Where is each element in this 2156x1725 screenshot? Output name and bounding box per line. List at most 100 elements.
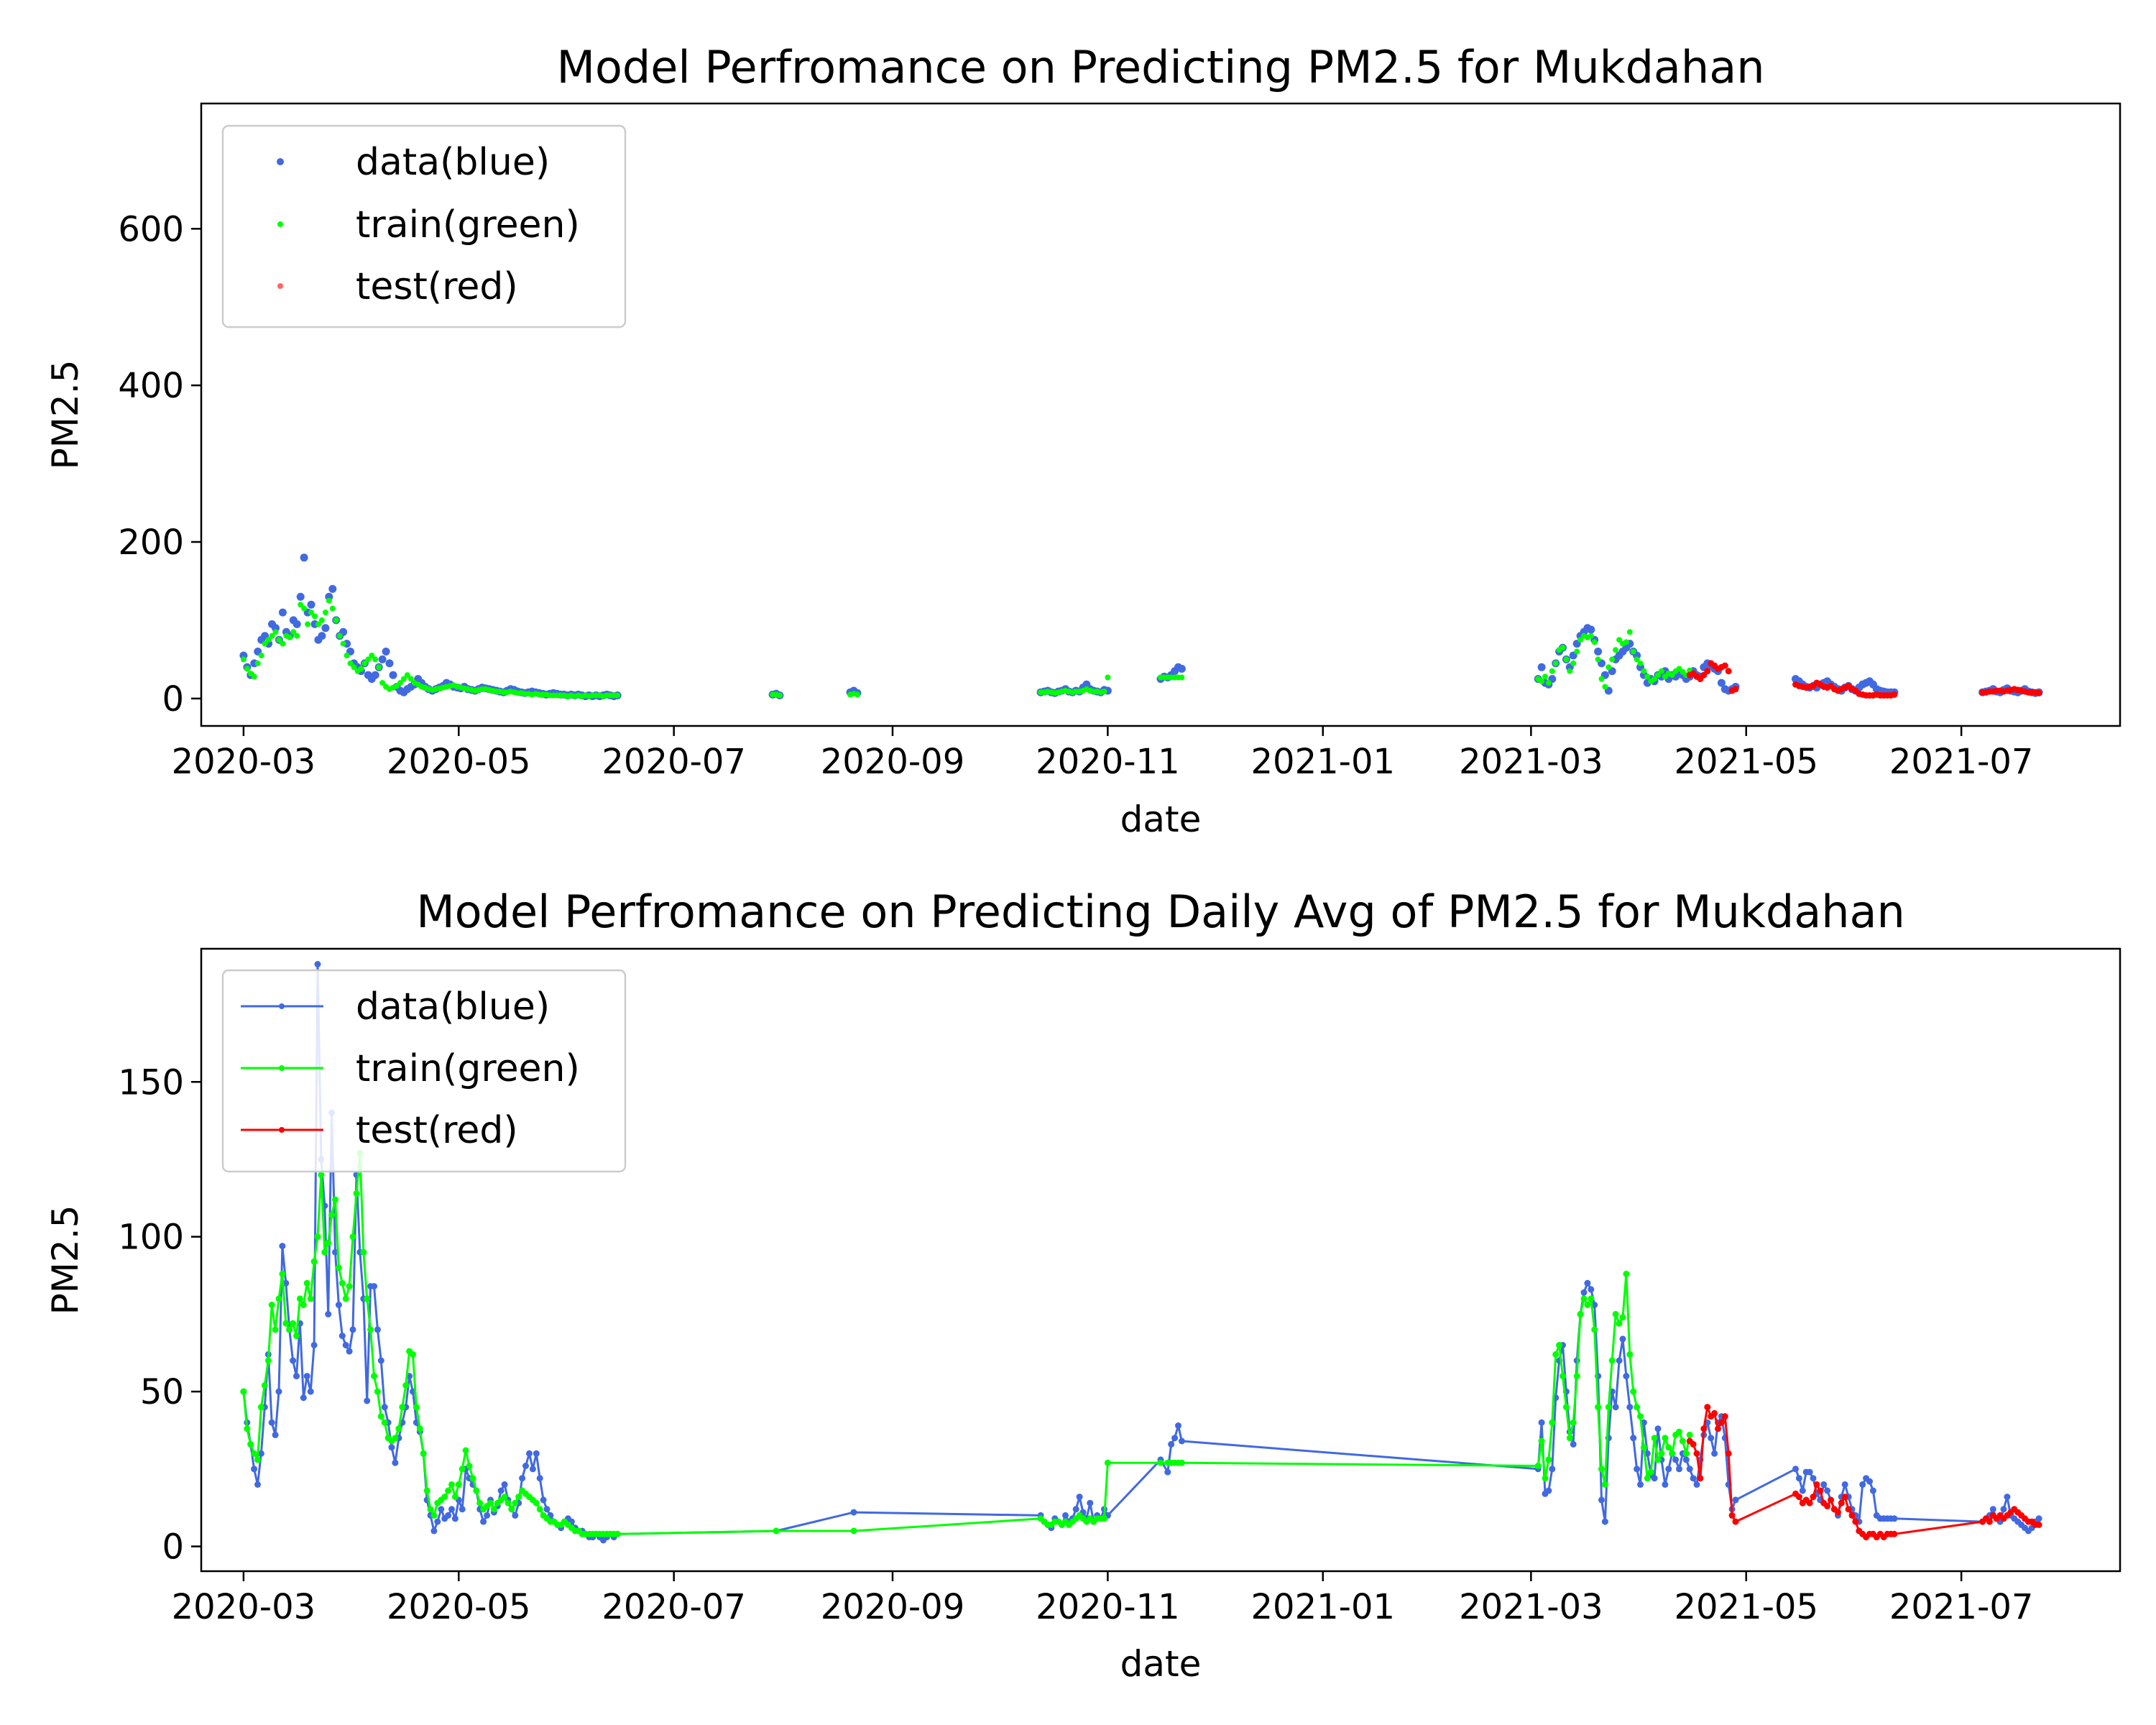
top-x-tick-label: 2021-01 [1250, 742, 1395, 782]
top-point-train [254, 660, 261, 666]
top-legend: data(blue) train(green) test(red) [221, 124, 627, 328]
bottom-point-data [1859, 1481, 1866, 1488]
bottom-point-data [377, 1357, 384, 1364]
bottom-point-data [1686, 1466, 1693, 1473]
bottom-point-test [1817, 1487, 1824, 1494]
top-point-train [1655, 672, 1661, 678]
bottom-point-train [293, 1333, 300, 1340]
bottom-point-data [346, 1348, 353, 1355]
bottom-legend-marker-test [279, 1127, 285, 1133]
top-point-test [1704, 668, 1711, 675]
bottom-point-data [434, 1518, 441, 1525]
bottom-point-data [314, 961, 321, 967]
bottom-point-data [445, 1512, 452, 1519]
bottom-y-tick-label: 50 [140, 1372, 184, 1412]
top-point-train [298, 602, 304, 608]
top-point-train [358, 666, 364, 672]
bottom-point-data [533, 1450, 540, 1457]
top-point-data [1537, 663, 1546, 671]
top-point-train [1552, 660, 1559, 666]
bottom-point-train [272, 1326, 279, 1333]
bottom-x-tick-label: 2021-05 [1674, 1587, 1818, 1627]
top-point-train [1630, 648, 1636, 655]
bottom-point-train [1686, 1431, 1693, 1438]
top-point-train [276, 637, 282, 643]
bottom-point-data [310, 1342, 318, 1348]
bottom-point-data [1665, 1466, 1672, 1473]
bottom-point-train [268, 1302, 275, 1308]
bottom-point-data [1616, 1357, 1623, 1364]
bottom-point-train [254, 1456, 261, 1463]
bottom-point-data [381, 1404, 388, 1411]
top-point-train [272, 629, 279, 635]
bottom-point-train [1616, 1320, 1623, 1327]
bottom-point-train [1658, 1450, 1665, 1457]
bottom-point-data [1693, 1481, 1700, 1488]
bottom-point-train [300, 1302, 307, 1308]
top-point-train [240, 656, 247, 663]
top-point-train [1606, 664, 1612, 671]
bottom-point-test [2035, 1521, 2042, 1528]
bottom-point-data [300, 1394, 307, 1402]
top-point-train [265, 637, 272, 643]
top-point-train [1669, 672, 1675, 678]
bottom-point-train [353, 1190, 360, 1197]
top-point-test [2035, 689, 2042, 696]
bottom-point-data [1623, 1373, 1630, 1380]
bottom-point-train [1637, 1413, 1644, 1420]
top-x-tick-label: 2020-05 [387, 742, 531, 782]
top-point-train [1602, 684, 1608, 690]
bottom-point-data [459, 1506, 466, 1513]
bottom-point-train [1608, 1357, 1616, 1364]
bottom-point-train [1577, 1310, 1584, 1317]
bottom-point-train [614, 1530, 621, 1537]
top-point-train [251, 673, 257, 680]
top-point-train [318, 617, 325, 623]
bottom-point-train [247, 1440, 254, 1448]
bottom-point-train [410, 1351, 416, 1358]
bottom-point-train [377, 1413, 384, 1420]
bottom-point-data [257, 1450, 264, 1457]
top-y-tick-label: 600 [118, 209, 184, 249]
top-series-train [240, 597, 1693, 699]
top-point-train [379, 680, 386, 686]
bottom-point-train [381, 1419, 388, 1426]
bottom-point-train [374, 1388, 381, 1395]
top-point-data [385, 659, 394, 668]
bottom-point-data [1598, 1496, 1605, 1504]
bottom-point-train [392, 1435, 399, 1442]
bottom-point-test [1852, 1518, 1859, 1525]
bottom-point-train [1676, 1428, 1682, 1435]
bottom-point-data [392, 1459, 399, 1466]
bottom-point-train [473, 1487, 480, 1494]
bottom-x-tick-label: 2021-03 [1459, 1587, 1603, 1627]
bottom-point-data [307, 1388, 314, 1395]
bottom-y-axis-label: PM2.5 [45, 1205, 86, 1315]
bottom-point-data [1626, 1404, 1634, 1411]
bottom-point-data [540, 1496, 547, 1504]
bottom-point-data [268, 1419, 275, 1426]
bottom-x-tick-label: 2020-03 [172, 1587, 316, 1627]
bottom-point-test [1704, 1404, 1711, 1411]
bottom-point-train [515, 1494, 522, 1501]
top-point-data [328, 584, 337, 593]
top-point-data [378, 655, 387, 663]
bottom-point-train [533, 1499, 540, 1506]
bottom-legend-box [221, 969, 627, 1173]
bottom-point-data [448, 1506, 455, 1513]
bottom-point-data [275, 1388, 282, 1395]
bottom-point-data [512, 1512, 519, 1519]
bottom-point-train [314, 1233, 321, 1241]
bottom-point-train [402, 1382, 410, 1389]
bottom-point-data [251, 1466, 258, 1473]
bottom-point-train [487, 1499, 494, 1506]
bottom-point-data [850, 1509, 857, 1516]
bottom-point-train [423, 1487, 430, 1494]
bottom-point-train [1634, 1404, 1641, 1411]
top-axes-frame [200, 102, 2122, 727]
top-point-train [1588, 632, 1594, 639]
bottom-point-data [1841, 1481, 1848, 1488]
bottom-x-tick-label: 2020-09 [821, 1587, 965, 1627]
top-x-tick-label: 2020-09 [821, 742, 965, 782]
bottom-point-data [451, 1515, 459, 1522]
